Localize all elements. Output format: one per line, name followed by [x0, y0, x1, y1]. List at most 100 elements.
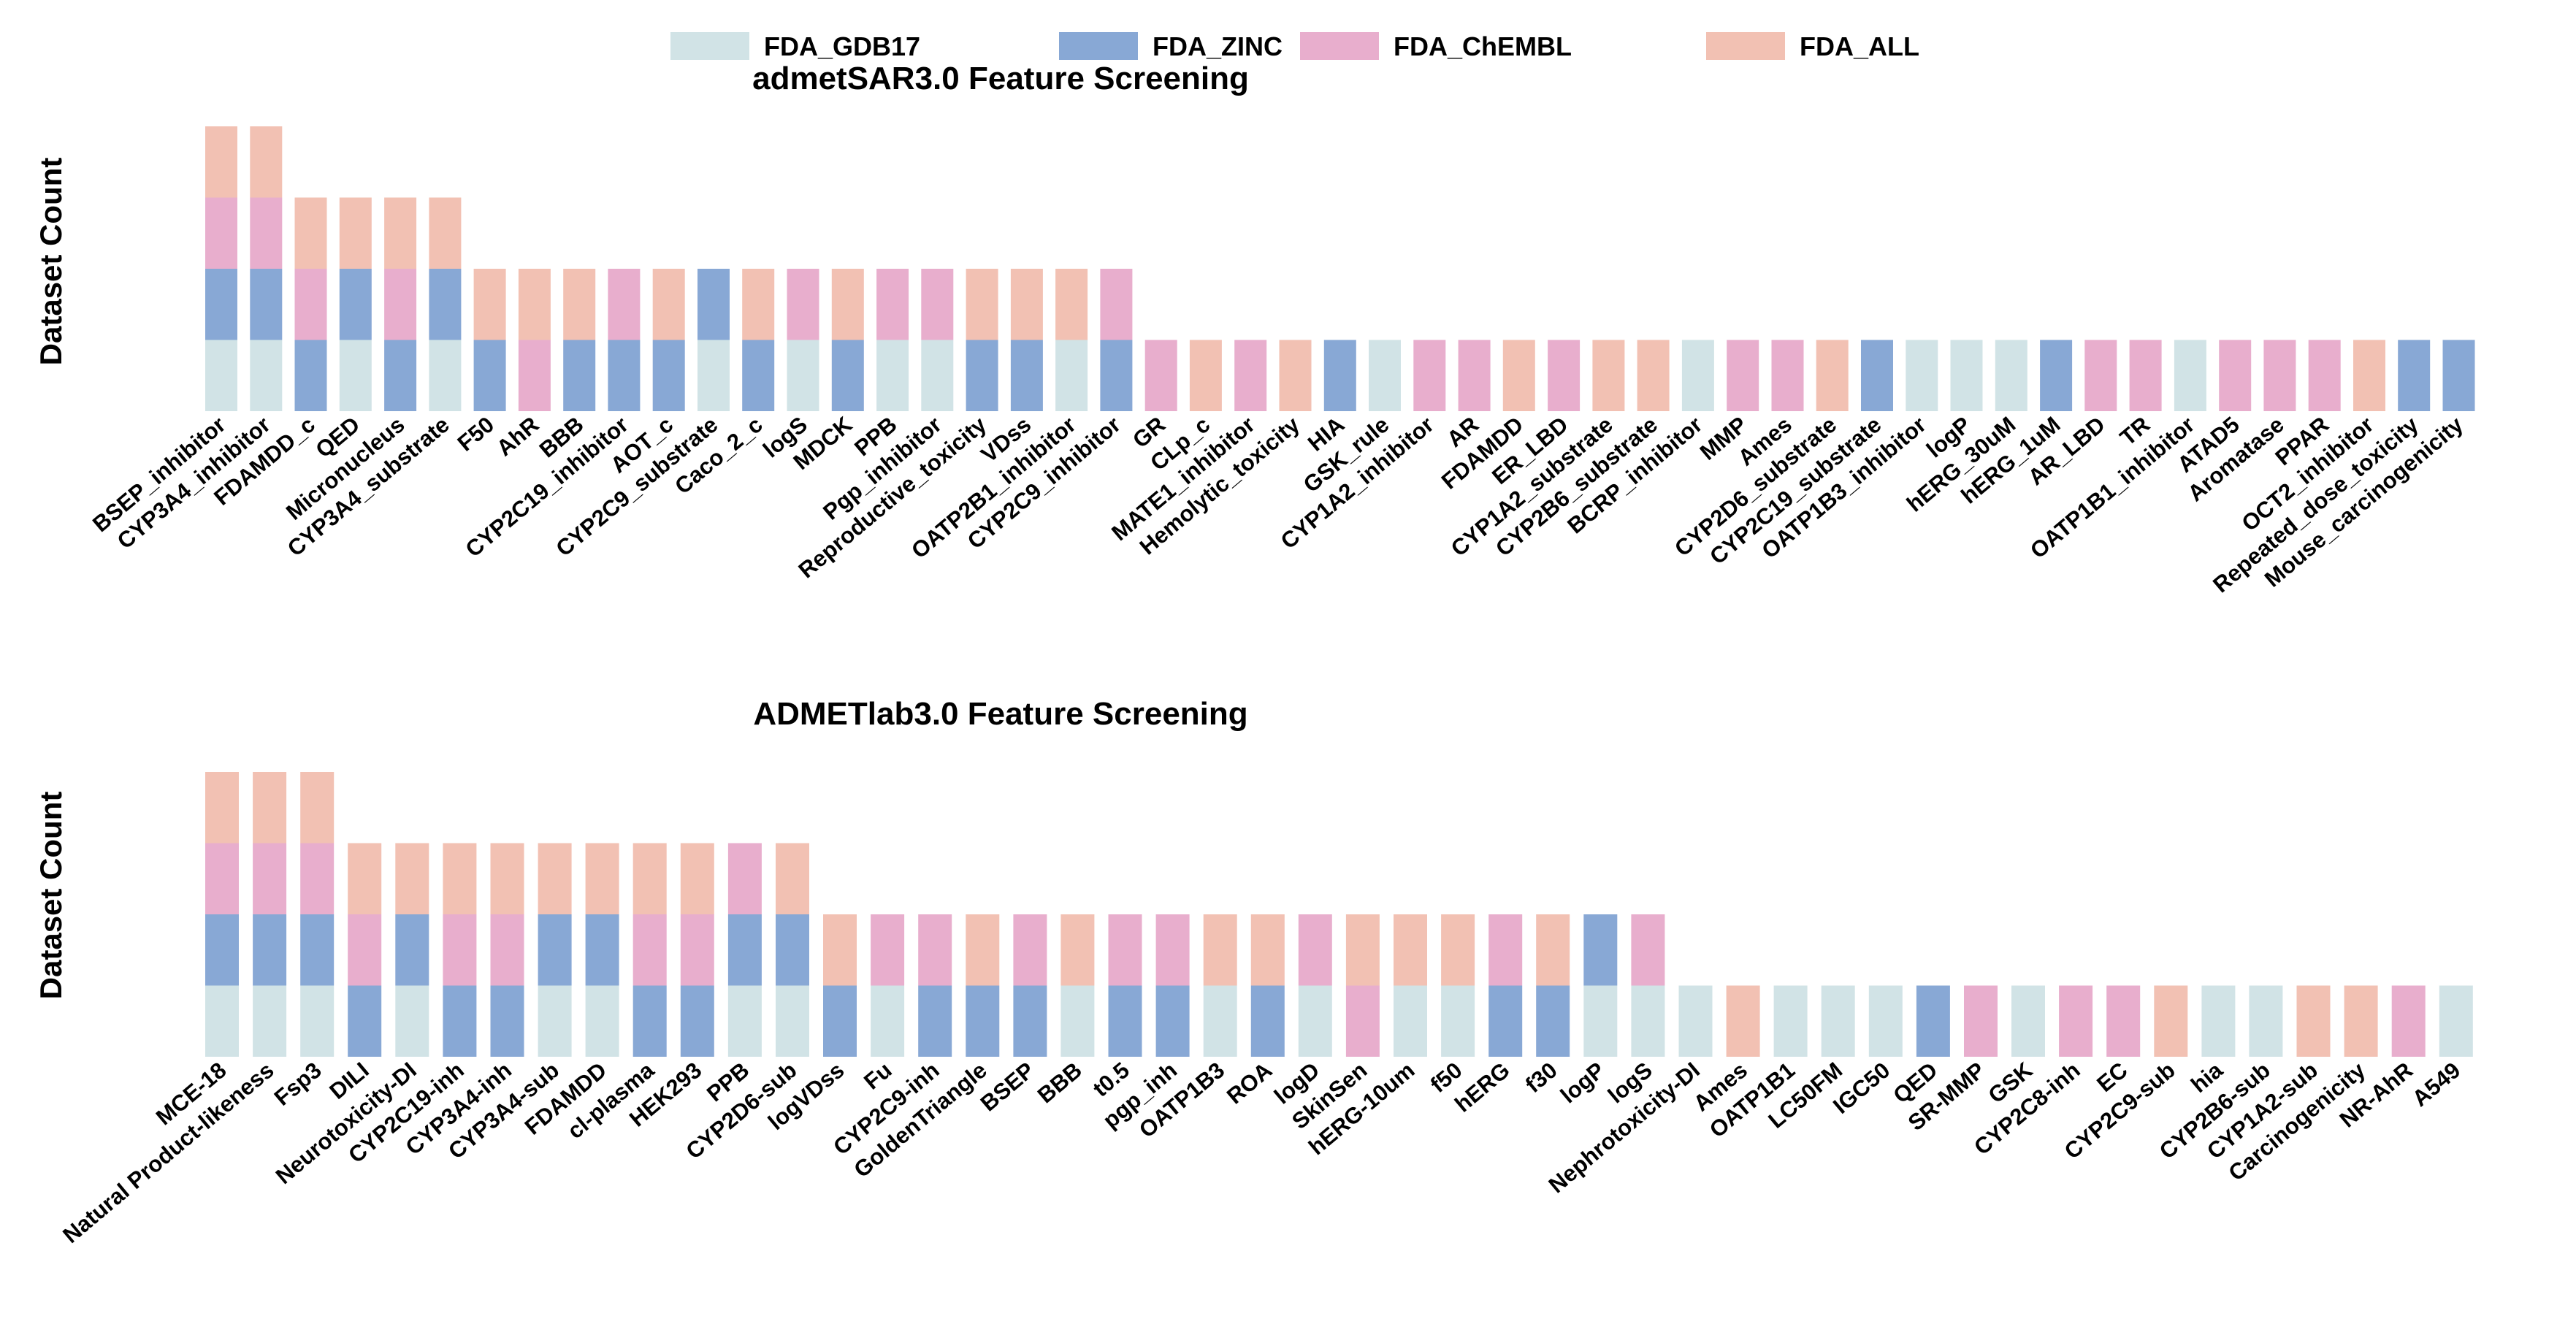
tick-label-bsep: BSEP	[976, 1057, 1039, 1117]
bar-logs-fda-gdb17	[1631, 985, 1665, 1057]
bar-gsk-fda-gdb17	[2011, 985, 2045, 1057]
bar-cyp3a4-sub-fda-zinc	[538, 914, 572, 986]
bar-layer	[205, 126, 2475, 411]
bar-cyp1a2-sub-fda-all	[2296, 985, 2331, 1057]
bar-f30-fda-all	[1536, 914, 1570, 986]
bar-hek293-fda-all	[680, 843, 714, 914]
bar-fdamdd-c-fda-zinc	[294, 340, 327, 411]
bar-mce-18-fda-all	[205, 772, 239, 844]
bar-cyp2c19-inhibitor-fda-chembl	[608, 269, 641, 340]
bar-clp-c-fda-all	[1189, 340, 1222, 411]
bar-cyp2c9-sub-fda-all	[2154, 985, 2188, 1057]
bar-ec-fda-chembl	[2106, 985, 2141, 1057]
bar-t0-5-fda-zinc	[1108, 985, 1142, 1057]
bar-cyp3a4-inhibitor-fda-zinc	[250, 269, 283, 340]
bar-cyp2c8-inh-fda-chembl	[2059, 985, 2093, 1057]
bar-mdck-fda-zinc	[831, 340, 864, 411]
y-axis-label: Dataset Count	[34, 792, 68, 1000]
bar-dili-fda-zinc	[348, 985, 382, 1057]
bar-micronucleus-fda-chembl	[384, 269, 417, 340]
bar-natural-product-likeness-fda-chembl	[253, 843, 287, 914]
bar-fu-fda-gdb17	[871, 985, 905, 1057]
bar-fdamdd-fda-all	[585, 843, 619, 914]
legend-swatch-fda-all	[1706, 32, 1785, 60]
legend-swatch-fda-gdb17	[670, 32, 749, 60]
bar-ppb-fda-gdb17	[876, 340, 909, 411]
bar-logp-fda-gdb17	[1583, 985, 1618, 1057]
bar-hek293-fda-zinc	[680, 985, 714, 1057]
bar-roa-fda-all	[1250, 914, 1285, 986]
bar-oatp1b3-fda-all	[1203, 914, 1237, 986]
tick-label-logp: logP	[1556, 1057, 1610, 1109]
bar-cyp2c9-inhibitor-fda-zinc	[1100, 340, 1133, 411]
bar-natural-product-likeness-fda-all	[253, 772, 287, 844]
bar-mate1-inhibitor-fda-chembl	[1234, 340, 1267, 411]
bar-oatp1b1-fda-gdb17	[1773, 985, 1808, 1057]
bar-neurotoxicity-di-fda-all	[395, 843, 429, 914]
bar-cyp2d6-sub-fda-zinc	[776, 914, 809, 986]
bar-herg-fda-zinc	[1488, 985, 1523, 1057]
tick-label-roa: ROA	[1222, 1057, 1277, 1109]
bar-qed-fda-gdb17	[339, 340, 372, 411]
tick-label-layer: BSEP_inhibitorCYP3A4_inhibitorFDAMDD_cQE…	[88, 411, 2468, 597]
legend-label-fda-all: FDA_ALL	[1800, 31, 1919, 61]
bar-bsep-inhibitor-fda-chembl	[205, 197, 237, 269]
bar-goldentriangle-fda-all	[966, 914, 1000, 986]
bar-ppb-fda-chembl	[727, 843, 762, 914]
bar-qed-fda-zinc	[1916, 985, 1950, 1057]
bar-nephrotoxicity-di-fda-gdb17	[1678, 985, 1713, 1057]
bar-bsep-inhibitor-fda-all	[205, 126, 237, 198]
bar-logs-fda-gdb17	[787, 340, 819, 411]
bar-ar-fda-chembl	[1458, 340, 1491, 411]
chart-admetlab: ADMETlab3.0 Feature Screening Dataset Co…	[34, 696, 2473, 1248]
bar-ppb-fda-gdb17	[727, 985, 762, 1057]
bar-aot-c-fda-zinc	[652, 340, 685, 411]
bar-cyp2b6-substrate-fda-all	[1637, 340, 1670, 411]
bar-pgp-inh-fda-zinc	[1155, 985, 1190, 1057]
bar-gr-fda-chembl	[1144, 340, 1177, 411]
bar-oatp1b1-inhibitor-fda-gdb17	[2174, 340, 2206, 411]
bar-pgp-inh-fda-chembl	[1155, 914, 1190, 986]
bar-mdck-fda-all	[831, 269, 864, 340]
bar-herg-10um-fda-all	[1394, 914, 1427, 986]
bar-logs-fda-chembl	[787, 269, 819, 340]
bar-bbb-fda-gdb17	[1060, 985, 1095, 1057]
bar-skinsen-fda-chembl	[1345, 985, 1380, 1057]
bar-tr-fda-chembl	[2129, 340, 2162, 411]
bar-roa-fda-zinc	[1250, 985, 1285, 1057]
bar-mouse-carcinogenicity-fda-zinc	[2442, 340, 2475, 411]
bar-logd-fda-gdb17	[1298, 985, 1332, 1057]
bar-cyp2c19-inhibitor-fda-zinc	[608, 340, 641, 411]
bar-herg-10um-fda-gdb17	[1394, 985, 1427, 1057]
bar-ar-lbd-fda-chembl	[2084, 340, 2117, 411]
bar-carcinogenicity-fda-all	[2344, 985, 2378, 1057]
bar-cyp2c9-substrate-fda-zinc	[697, 269, 730, 340]
bar-fsp3-fda-chembl	[300, 843, 335, 914]
legend-label-fda-zinc: FDA_ZINC	[1153, 31, 1283, 61]
tick-label-ahr: AhR	[492, 412, 543, 462]
bar-mce-18-fda-zinc	[205, 914, 239, 986]
bar-reproductive-toxicity-fda-zinc	[966, 340, 998, 411]
bar-a549-fda-gdb17	[2439, 985, 2473, 1057]
bar-bbb-fda-zinc	[563, 340, 596, 411]
bar-cyp2c19-inh-fda-all	[443, 843, 477, 914]
bar-dili-fda-all	[348, 843, 382, 914]
bar-fdamdd-c-fda-chembl	[294, 269, 327, 340]
bar-neurotoxicity-di-fda-gdb17	[395, 985, 429, 1057]
bar-fu-fda-chembl	[871, 914, 905, 986]
bar-cyp3a4-inhibitor-fda-gdb17	[250, 340, 283, 411]
bar-cyp3a4-substrate-fda-all	[429, 197, 462, 269]
bar-cl-plasma-fda-all	[632, 843, 667, 914]
legend-swatch-fda-zinc	[1059, 32, 1138, 60]
bar-fsp3-fda-all	[300, 772, 335, 844]
bar-bsep-fda-zinc	[1013, 985, 1047, 1057]
bar-fdamdd-fda-all	[1502, 340, 1535, 411]
bar-cyp3a4-inhibitor-fda-all	[250, 126, 283, 198]
bar-sr-mmp-fda-chembl	[1964, 985, 1998, 1057]
bar-bbb-fda-all	[1060, 914, 1095, 986]
bar-cyp3a4-inh-fda-zinc	[490, 985, 524, 1057]
bar-bcrp-inhibitor-fda-gdb17	[1681, 340, 1714, 411]
chart-title: ADMETlab3.0 Feature Screening	[753, 696, 1247, 732]
